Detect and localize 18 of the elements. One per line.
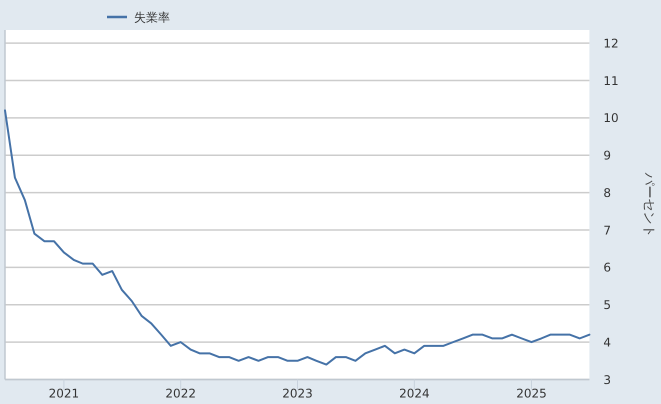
y-tick-label: 12 (603, 36, 619, 50)
y-tick-label: 5 (603, 298, 612, 312)
y-tick-label: 9 (603, 148, 612, 163)
y-tick-label: 10 (603, 111, 619, 126)
x-tick-label: 2022 (165, 386, 196, 400)
y-tick-label: 8 (603, 186, 612, 200)
legend: 失業率 (107, 10, 170, 24)
y-tick-label: 6 (603, 260, 612, 275)
y-tick-label: 11 (603, 74, 619, 88)
y-tick-label: 7 (603, 223, 612, 238)
x-tick-label: 2025 (516, 386, 547, 400)
x-tick-label: 2024 (399, 386, 430, 400)
y-tick-label: 4 (603, 335, 612, 350)
legend-label: 失業率 (134, 10, 170, 24)
y-axis-title: パーセント (641, 171, 656, 238)
x-tick-label: 2023 (282, 386, 313, 400)
y-tick-label: 3 (603, 372, 612, 387)
x-tick-label: 2021 (48, 386, 80, 400)
